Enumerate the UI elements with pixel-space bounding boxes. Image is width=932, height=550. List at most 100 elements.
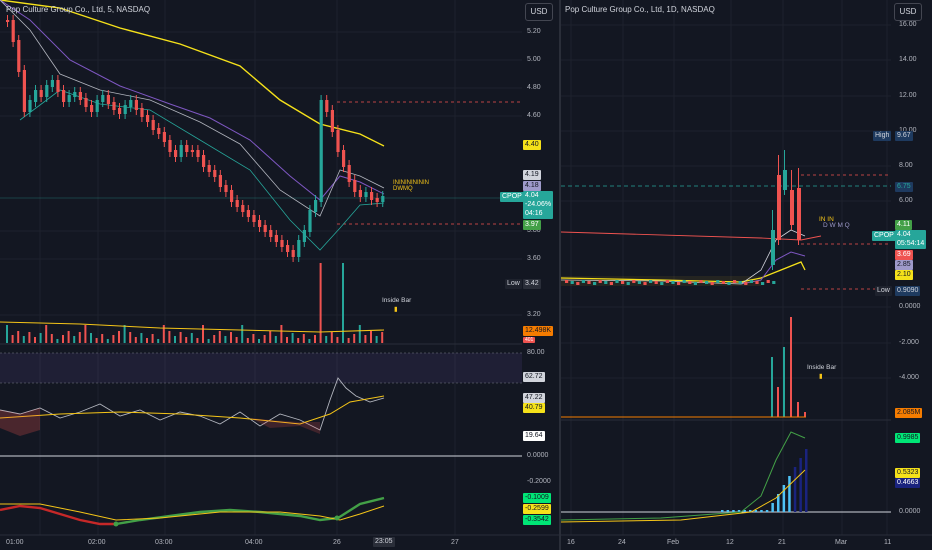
ma-price-tag: 2.10 xyxy=(895,270,913,280)
candle-body xyxy=(50,80,54,87)
price-axis-label: -2.000 xyxy=(899,339,919,346)
volume-bar xyxy=(118,331,120,343)
volume-bar xyxy=(246,338,249,343)
candle-body xyxy=(67,95,71,102)
candle-body xyxy=(62,90,66,102)
candle-body xyxy=(308,210,312,232)
candle-body xyxy=(598,280,602,283)
candle-body xyxy=(347,165,351,182)
candle-body xyxy=(615,280,619,283)
daily-chart-canvas[interactable] xyxy=(561,0,932,550)
volume-bar xyxy=(358,325,361,343)
volume-bar xyxy=(274,336,277,343)
candle-body xyxy=(649,280,653,283)
bar-countdown: 04:16 xyxy=(525,210,543,217)
volume-bar xyxy=(280,325,283,343)
volume-bar xyxy=(146,338,148,343)
osc-bar xyxy=(760,510,763,512)
volume-bar xyxy=(381,332,384,343)
osc-bar xyxy=(782,485,786,512)
volume-bar xyxy=(207,339,210,343)
osc-bar xyxy=(805,449,808,512)
volume-bar xyxy=(162,325,165,343)
chart-pane-5min[interactable]: Pop Culture Group Co., Ltd, 5, NASDAQ US… xyxy=(0,0,560,550)
volume-bar xyxy=(263,335,266,343)
volume-bar xyxy=(6,325,8,343)
volume-bar xyxy=(174,336,176,343)
candle-body xyxy=(45,85,49,97)
candle-body xyxy=(364,192,368,197)
macd-tag: -0.3542 xyxy=(523,515,551,525)
time-axis-label: 24 xyxy=(618,539,626,546)
volume-bar xyxy=(90,333,92,343)
time-axis-label: 21 xyxy=(778,539,786,546)
candle-body xyxy=(632,280,636,283)
last-price: 4.04 xyxy=(525,192,539,199)
volume-bar xyxy=(286,337,288,343)
signal-sub-label: DWMQ xyxy=(393,186,413,192)
price-axis-label: 3.60 xyxy=(527,255,541,262)
intraday-chart-canvas[interactable] xyxy=(0,0,560,550)
candle-body xyxy=(790,190,794,225)
candle-body xyxy=(576,282,580,285)
ma-price-tag: 3.69 xyxy=(895,250,913,260)
low-label: Low xyxy=(505,279,522,289)
candle-body xyxy=(252,215,256,222)
candle-body xyxy=(744,282,748,285)
volume-bar xyxy=(179,332,182,343)
volume-bar xyxy=(342,263,344,343)
chart-title: Pop Culture Group Co., Ltd, 1D, NASDAQ xyxy=(565,5,715,14)
volume-bar xyxy=(370,331,372,343)
candle-body xyxy=(581,280,585,283)
inside-bar-label: Inside Bar xyxy=(807,364,837,371)
volume-tag: 2.085M xyxy=(895,408,923,418)
osc-bar xyxy=(743,510,746,512)
price-axis-label: 3.80 xyxy=(527,227,541,234)
price-axis-label: 4.60 xyxy=(527,112,541,119)
pane-splitter[interactable] xyxy=(559,0,561,550)
chart-pane-daily[interactable]: Pop Culture Group Co., Ltd, 1D, NASDAQ U… xyxy=(561,0,932,550)
volume-bars xyxy=(6,263,384,343)
candle-body xyxy=(246,210,250,217)
candle-body xyxy=(151,120,155,130)
candle-body xyxy=(777,175,781,240)
low-price-tag: 0.9090 xyxy=(895,286,921,296)
candle-body xyxy=(570,281,574,284)
volume-bar xyxy=(319,263,322,343)
candle-body xyxy=(302,230,306,242)
volume-bar xyxy=(157,339,160,343)
price-candles xyxy=(6,15,385,262)
osc-tag: 0.9985 xyxy=(895,433,921,443)
candle-body xyxy=(34,90,38,102)
candle-body xyxy=(6,20,10,22)
osc-bar xyxy=(754,510,758,512)
candle-body xyxy=(297,240,301,257)
rsi-axis-label: 0.0000 xyxy=(527,452,549,459)
candle-body xyxy=(716,280,720,283)
time-axis-label: 11 xyxy=(884,539,892,546)
osc-tag: 0.4663 xyxy=(895,478,921,488)
candle-body xyxy=(22,70,26,112)
candle-body xyxy=(196,150,200,157)
volume-bar xyxy=(202,325,204,343)
chart-title: Pop Culture Group Co., Ltd, 5, NASDAQ xyxy=(6,5,151,14)
candle-body xyxy=(280,240,284,247)
currency-button[interactable]: USD xyxy=(894,3,922,21)
volume-bar xyxy=(308,339,311,343)
osc-axis-label: 0.0000 xyxy=(899,508,921,515)
ma-price-tag: 4.18 xyxy=(523,181,541,191)
price-axis-label: 5.00 xyxy=(527,56,541,63)
osc-bar xyxy=(788,476,791,512)
time-axis-label: Feb xyxy=(667,539,680,546)
time-axis-label: Mar xyxy=(835,539,848,546)
currency-button[interactable]: USD xyxy=(525,3,553,21)
candle-body xyxy=(218,175,222,187)
volume-bar xyxy=(140,333,143,343)
candle-body xyxy=(174,150,178,157)
candle-body xyxy=(330,110,334,132)
volume-tag-2: 401 xyxy=(523,337,536,343)
volume-bar xyxy=(252,334,255,343)
candle-body xyxy=(593,282,597,285)
candle-body xyxy=(162,132,166,142)
volume-tag: 12.498K xyxy=(523,326,554,336)
